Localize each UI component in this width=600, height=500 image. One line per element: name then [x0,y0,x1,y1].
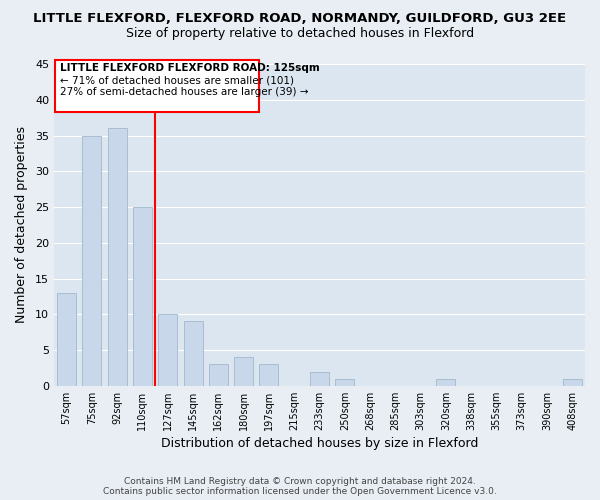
Bar [436,378,455,386]
Text: LITTLE FLEXFORD, FLEXFORD ROAD, NORMANDY, GUILDFORD, GU3 2EE: LITTLE FLEXFORD, FLEXFORD ROAD, NORMANDY… [34,12,566,26]
Bar [158,314,177,386]
Bar [335,378,354,386]
Bar [563,378,582,386]
Bar [259,364,278,386]
Y-axis label: Number of detached properties: Number of detached properties [15,126,28,324]
Bar [310,372,329,386]
Bar [82,136,101,386]
Bar [209,364,228,386]
Bar [133,207,152,386]
Text: LITTLE FLEXFORD FLEXFORD ROAD: 125sqm: LITTLE FLEXFORD FLEXFORD ROAD: 125sqm [60,64,320,74]
Text: Size of property relative to detached houses in Flexford: Size of property relative to detached ho… [126,28,474,40]
Bar [57,293,76,386]
Bar [55,60,259,112]
Bar [184,322,203,386]
Text: Contains public sector information licensed under the Open Government Licence v3: Contains public sector information licen… [103,486,497,496]
Bar [234,357,253,386]
Text: 27% of semi-detached houses are larger (39) →: 27% of semi-detached houses are larger (… [60,87,309,97]
Text: Contains HM Land Registry data © Crown copyright and database right 2024.: Contains HM Land Registry data © Crown c… [124,476,476,486]
Text: ← 71% of detached houses are smaller (101): ← 71% of detached houses are smaller (10… [60,76,294,86]
X-axis label: Distribution of detached houses by size in Flexford: Distribution of detached houses by size … [161,437,478,450]
Bar [107,128,127,386]
